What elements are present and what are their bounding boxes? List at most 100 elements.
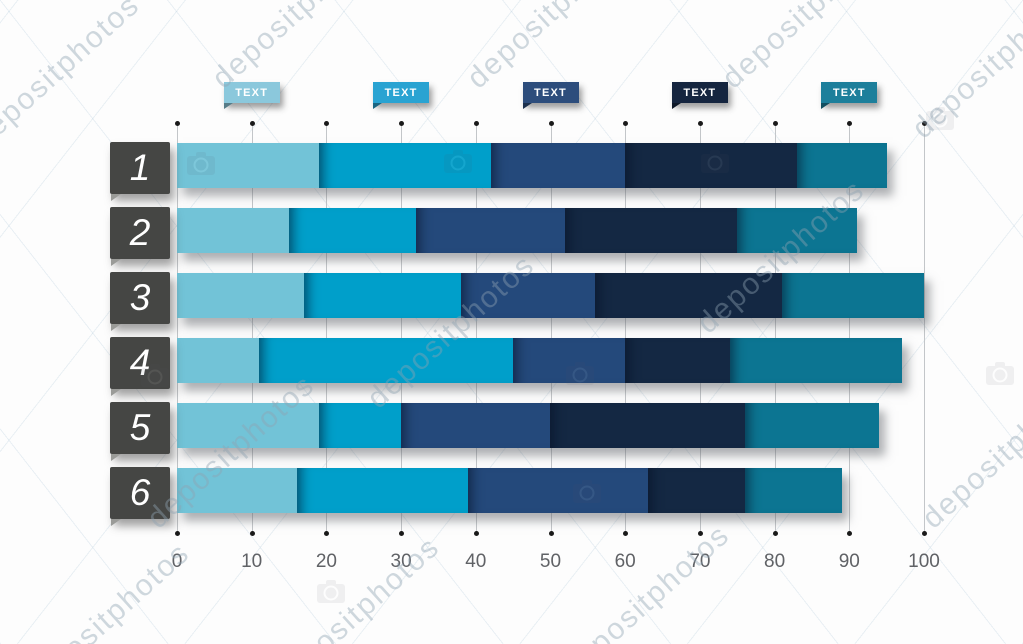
bar-row-2-segment-3: [416, 208, 566, 253]
bar-row-3-segment-1: [177, 273, 304, 318]
bar-row-6-segment-2: [296, 468, 469, 513]
row-label-number: 4: [129, 342, 151, 383]
x-axis-tick-label: 60: [614, 551, 636, 572]
x-axis-tick-label: 0: [171, 551, 183, 572]
row-label-3: 3: [110, 272, 170, 331]
camera-watermark-icon: [316, 578, 346, 609]
bar-row-5-segment-4: [550, 403, 745, 448]
watermark-text: depositphotos: [265, 530, 447, 644]
gridline-top-dot: [249, 121, 255, 126]
row-label-fold: [111, 259, 121, 266]
bar-row-2: [177, 208, 857, 253]
legend-tag-fold: [223, 103, 233, 109]
gridline-70: [699, 125, 701, 534]
bar-row-6-segment-3: [468, 468, 648, 513]
gridline-top-dot: [175, 121, 180, 126]
legend-tag-5: TEXT: [821, 82, 878, 109]
legend-tag-label: TEXT: [832, 86, 866, 99]
legend-tag-label: TEXT: [683, 86, 717, 99]
bar-row-4-segment-5: [729, 338, 902, 383]
x-axis-tick-label: 90: [838, 551, 860, 572]
row-label-1: 1: [110, 142, 170, 201]
gridline-top-dot: [922, 121, 927, 126]
x-axis-tick-label: 20: [315, 551, 337, 572]
legend-tag-fold: [821, 103, 831, 109]
legend-tag-label: TEXT: [384, 86, 418, 99]
gridline-bottom-dot: [324, 531, 330, 536]
row-label-number: 5: [129, 407, 151, 448]
row-label-fold: [111, 194, 121, 201]
row-label-number: 2: [129, 212, 151, 253]
row-label-6: 6: [110, 467, 170, 526]
watermark-text: depositphotos: [555, 518, 737, 644]
gridline-top-dot: [847, 121, 853, 126]
legend-tag-label: TEXT: [235, 86, 269, 99]
gridline-100: [924, 125, 925, 534]
bar-row-6: [177, 468, 842, 513]
bar-row-5: [177, 403, 880, 448]
bar-row-3-segment-3: [460, 273, 596, 318]
bar-row-1-segment-3: [490, 143, 626, 188]
gridline-top-dot: [399, 121, 405, 126]
x-axis-tick-label: 50: [539, 551, 562, 572]
gridline-90: [849, 125, 851, 534]
bar-row-4-segment-3: [513, 338, 626, 383]
legend-tag-2: TEXT: [373, 82, 430, 109]
legend-tag-fold: [671, 103, 681, 109]
row-label-2: 2: [110, 207, 170, 266]
bar-row-1-segment-5: [796, 143, 887, 188]
gridline-bottom-dot: [847, 531, 853, 536]
gridline-top-dot: [473, 121, 479, 126]
gridline-30: [401, 125, 403, 534]
gridline-bottom-dot: [772, 531, 778, 536]
camera-watermark-icon: [925, 105, 955, 136]
gridline-bottom-dot: [399, 531, 405, 536]
gridline-bottom-dot: [697, 531, 703, 536]
gridline-80: [774, 125, 776, 534]
bar-row-6-segment-4: [647, 468, 745, 513]
gridline-0: [177, 125, 178, 534]
row-label-number: 1: [129, 147, 151, 188]
x-axis-tick-label: 40: [465, 551, 487, 572]
row-label-number: 3: [129, 277, 151, 318]
bar-row-4-segment-2: [259, 338, 514, 383]
gridline-top-dot: [324, 121, 330, 126]
bar-row-3-segment-4: [595, 273, 783, 318]
x-axis-tick-label: 80: [764, 551, 786, 572]
gridline-bottom-dot: [473, 531, 479, 536]
bar-row-3-segment-5: [782, 273, 925, 318]
gridline-10: [251, 125, 253, 534]
bar-row-5-segment-3: [401, 403, 551, 448]
camera-watermark-icon: [985, 360, 1015, 391]
gridline-50: [550, 125, 552, 534]
gridline-bottom-dot: [175, 531, 180, 536]
bar-row-2-segment-4: [565, 208, 738, 253]
legend-tag-4: TEXT: [671, 82, 728, 109]
bar-row-4-segment-1: [177, 338, 260, 383]
row-label-5: 5: [110, 402, 170, 461]
bar-row-2-segment-5: [737, 208, 857, 253]
bar-row-5-segment-1: [177, 403, 319, 448]
bar-row-1-segment-2: [318, 143, 491, 188]
gridline-top-dot: [623, 121, 629, 126]
row-label-fold: [111, 389, 121, 396]
gridline-top-dot: [697, 121, 703, 126]
gridline-bottom-dot: [623, 531, 629, 536]
bar-row-3: [177, 273, 925, 318]
bar-row-6-segment-1: [177, 468, 297, 513]
bar-row-4-segment-4: [625, 338, 730, 383]
gridline-bottom-dot: [922, 531, 927, 536]
legend-tag-1: TEXT: [223, 82, 280, 109]
row-label-number: 6: [129, 472, 151, 513]
legend-tag-label: TEXT: [534, 86, 567, 99]
bar-row-2-segment-1: [177, 208, 289, 253]
row-label-fold: [111, 324, 121, 331]
bar-row-4: [177, 338, 902, 383]
bar-row-1-segment-4: [625, 143, 797, 188]
bar-row-6-segment-5: [744, 468, 842, 513]
bar-row-5-segment-5: [744, 403, 880, 448]
x-axis-tick-label: 30: [390, 551, 412, 572]
bar-row-2-segment-2: [289, 208, 416, 253]
gridline-bottom-dot: [249, 531, 255, 536]
legend-tag-3: TEXT: [522, 82, 579, 109]
